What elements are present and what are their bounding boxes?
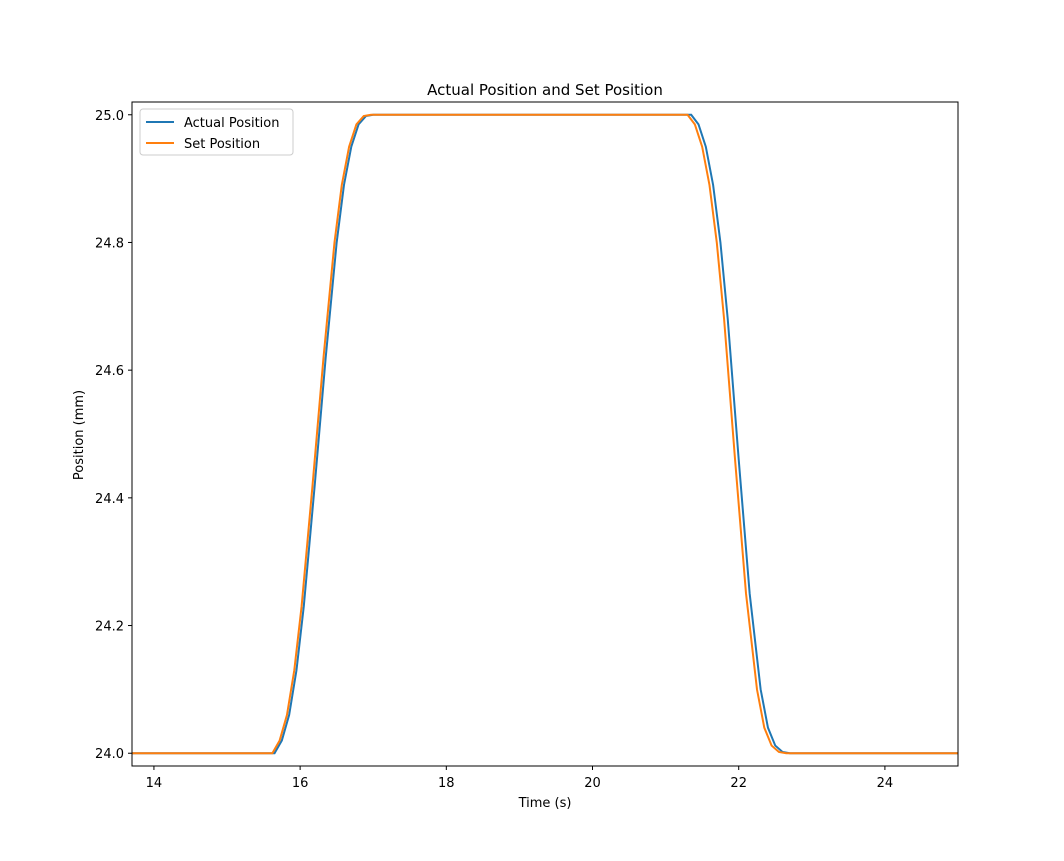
x-axis: 14 16 18 20 22 24 [146,766,894,791]
plot-frame [131,101,959,767]
series-line-set-position [132,113,958,755]
legend-label: Actual Position [184,116,279,131]
plot-area [132,113,958,755]
y-axis: 24.0 24.2 24.4 24.6 24.8 25.0 [95,109,132,762]
x-tick-label: 24 [877,776,894,791]
y-tick-label: 24.8 [95,236,124,251]
y-tick-label: 24.0 [95,747,124,762]
y-tick-label: 25.0 [95,109,124,124]
legend-label: Set Position [184,137,260,152]
series-line-actual-position [132,113,958,755]
y-tick-label: 24.4 [95,492,124,507]
y-tick-label: 24.2 [95,620,124,635]
chart-title: Actual Position and Set Position [427,81,663,99]
x-tick-label: 22 [730,776,747,791]
y-axis-label: Position (mm) [72,390,87,480]
x-tick-label: 20 [584,776,601,791]
y-tick-label: 24.6 [95,364,124,379]
legend: Actual Position Set Position [139,108,294,156]
x-tick-label: 18 [438,776,455,791]
x-axis-label: Time (s) [518,796,572,811]
x-tick-label: 14 [146,776,163,791]
x-tick-label: 16 [292,776,309,791]
legend-box [139,108,294,156]
